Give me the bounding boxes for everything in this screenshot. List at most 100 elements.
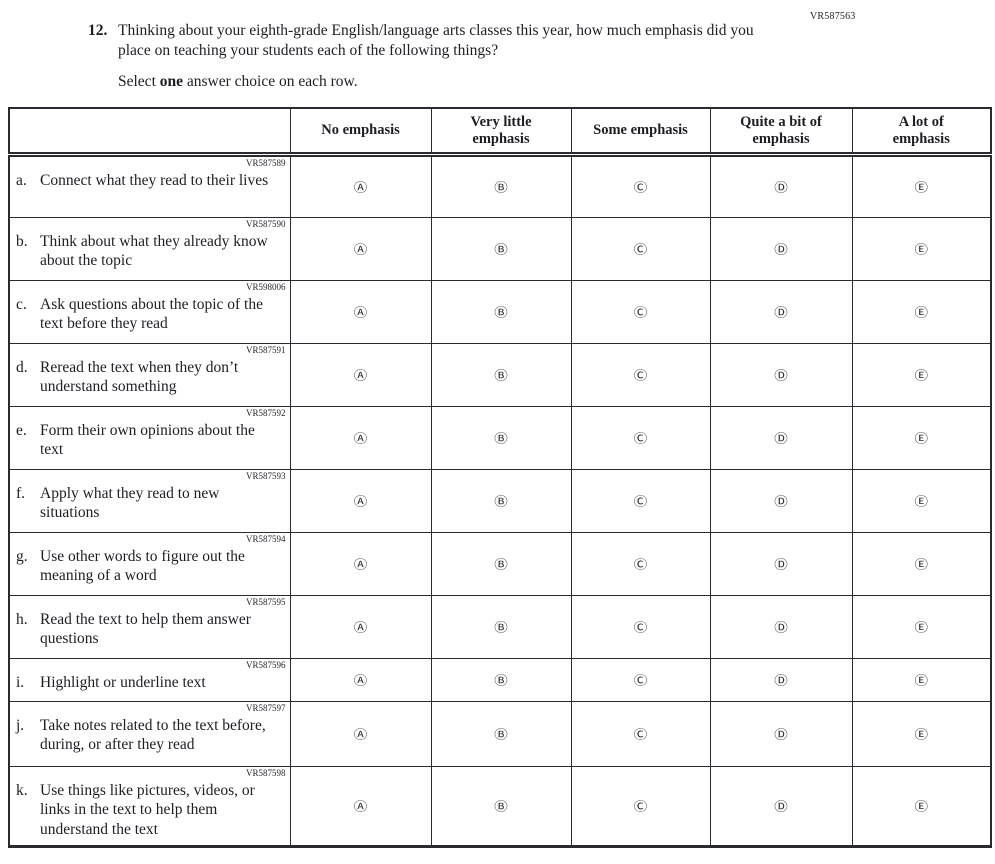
question-text: Thinking about your eighth-grade English… (118, 22, 754, 60)
question-number: 12. (88, 22, 108, 39)
row-label-cell: VR587589 a. Connect what they read to th… (8, 153, 291, 218)
row-label: Use other words to figure out the meanin… (40, 547, 245, 585)
option-cell-some-emphasis: Ⓒ (570, 531, 711, 596)
option-cell-quite-a-bit-of-emphasis: Ⓓ (709, 279, 853, 344)
option-bubble-quite-a-bit-of-emphasis[interactable]: Ⓓ (774, 621, 788, 636)
row-code: VR587597 (245, 702, 286, 713)
option-bubble-quite-a-bit-of-emphasis[interactable]: Ⓓ (774, 800, 788, 815)
option-bubble-some-emphasis[interactable]: Ⓒ (633, 369, 648, 384)
row-code: VR587591 (245, 344, 286, 355)
option-cell-some-emphasis: Ⓒ (570, 216, 711, 281)
row-code: VR587594 (245, 533, 286, 544)
option-bubble-a-lot-of-emphasis[interactable]: Ⓔ (914, 243, 929, 258)
option-bubble-quite-a-bit-of-emphasis[interactable]: Ⓓ (774, 243, 788, 258)
table-row: VR587593 f. Apply what they read to new … (8, 468, 992, 533)
option-bubble-quite-a-bit-of-emphasis[interactable]: Ⓓ (774, 432, 788, 447)
form-code: VR587563 (810, 11, 856, 22)
row-label: Highlight or underline text (40, 673, 206, 691)
option-bubble-some-emphasis[interactable]: Ⓒ (633, 728, 648, 743)
row-letter: k. (16, 781, 28, 799)
option-bubble-very-little-emphasis[interactable]: Ⓑ (494, 369, 508, 384)
option-bubble-quite-a-bit-of-emphasis[interactable]: Ⓓ (774, 674, 788, 689)
option-bubble-quite-a-bit-of-emphasis[interactable]: Ⓓ (774, 558, 788, 573)
option-bubble-quite-a-bit-of-emphasis[interactable]: Ⓓ (774, 181, 788, 196)
row-code: VR587596 (245, 659, 286, 670)
question-body: Thinking about your eighth-grade English… (112, 21, 763, 92)
option-bubble-some-emphasis[interactable]: Ⓒ (633, 495, 648, 510)
question-block: 12. Thinking about your eighth-grade Eng… (0, 0, 995, 92)
row-code: VR587589 (245, 157, 286, 168)
instruction-bold: one (159, 73, 183, 91)
option-bubble-no-emphasis[interactable]: Ⓐ (353, 674, 368, 689)
option-cell-very-little-emphasis: Ⓑ (430, 216, 572, 281)
table-row: VR587596 i. Highlight or underline text … (8, 657, 992, 702)
option-bubble-a-lot-of-emphasis[interactable]: Ⓔ (914, 369, 929, 384)
option-bubble-very-little-emphasis[interactable]: Ⓑ (494, 674, 508, 689)
option-bubble-a-lot-of-emphasis[interactable]: Ⓔ (914, 432, 929, 447)
option-bubble-no-emphasis[interactable]: Ⓐ (353, 728, 368, 743)
option-bubble-no-emphasis[interactable]: Ⓐ (353, 495, 368, 510)
row-label-cell: VR587592 e. Form their own opinions abou… (8, 405, 291, 470)
option-bubble-no-emphasis[interactable]: Ⓐ (353, 181, 368, 196)
option-bubble-very-little-emphasis[interactable]: Ⓑ (494, 558, 508, 573)
option-bubble-a-lot-of-emphasis[interactable]: Ⓔ (914, 306, 929, 321)
option-cell-a-lot-of-emphasis: Ⓔ (851, 594, 992, 659)
option-bubble-some-emphasis[interactable]: Ⓒ (633, 181, 648, 196)
option-bubble-very-little-emphasis[interactable]: Ⓑ (494, 181, 508, 196)
option-bubble-quite-a-bit-of-emphasis[interactable]: Ⓓ (774, 728, 788, 743)
option-bubble-very-little-emphasis[interactable]: Ⓑ (494, 432, 508, 447)
option-cell-quite-a-bit-of-emphasis: Ⓓ (709, 405, 853, 470)
option-bubble-some-emphasis[interactable]: Ⓒ (633, 432, 648, 447)
option-bubble-very-little-emphasis[interactable]: Ⓑ (494, 243, 508, 258)
option-cell-no-emphasis: Ⓐ (289, 657, 432, 702)
option-bubble-very-little-emphasis[interactable]: Ⓑ (494, 621, 508, 636)
option-bubble-a-lot-of-emphasis[interactable]: Ⓔ (914, 558, 929, 573)
option-bubble-quite-a-bit-of-emphasis[interactable]: Ⓓ (774, 495, 788, 510)
option-bubble-quite-a-bit-of-emphasis[interactable]: Ⓓ (774, 306, 788, 321)
option-cell-quite-a-bit-of-emphasis: Ⓓ (709, 531, 853, 596)
row-label: Apply what they read to new situations (40, 484, 220, 522)
option-cell-no-emphasis: Ⓐ (289, 342, 432, 407)
option-bubble-no-emphasis[interactable]: Ⓐ (353, 243, 368, 258)
option-bubble-no-emphasis[interactable]: Ⓐ (353, 369, 368, 384)
option-bubble-very-little-emphasis[interactable]: Ⓑ (494, 306, 508, 321)
option-bubble-a-lot-of-emphasis[interactable]: Ⓔ (914, 728, 929, 743)
row-label-cell: VR587596 i. Highlight or underline text (8, 657, 291, 702)
row-label: Read the text to help them answer questi… (40, 610, 251, 648)
row-label: Ask questions about the topic of the tex… (40, 295, 263, 333)
row-code: VR587598 (245, 767, 286, 778)
option-cell-no-emphasis: Ⓐ (289, 765, 432, 847)
option-cell-no-emphasis: Ⓐ (289, 216, 432, 281)
table-row: VR587591 d. Reread the text when they do… (8, 342, 992, 407)
option-bubble-some-emphasis[interactable]: Ⓒ (633, 621, 648, 636)
column-header-a-lot-of-emphasis: A lot of emphasis (851, 107, 992, 157)
option-bubble-no-emphasis[interactable]: Ⓐ (353, 432, 368, 447)
option-bubble-very-little-emphasis[interactable]: Ⓑ (494, 728, 508, 743)
option-bubble-some-emphasis[interactable]: Ⓒ (633, 306, 648, 321)
option-cell-a-lot-of-emphasis: Ⓔ (851, 531, 992, 596)
option-bubble-no-emphasis[interactable]: Ⓐ (353, 621, 368, 636)
option-bubble-some-emphasis[interactable]: Ⓒ (633, 800, 648, 815)
option-bubble-some-emphasis[interactable]: Ⓒ (633, 243, 648, 258)
option-bubble-no-emphasis[interactable]: Ⓐ (353, 800, 368, 815)
option-bubble-a-lot-of-emphasis[interactable]: Ⓔ (914, 674, 929, 689)
option-bubble-quite-a-bit-of-emphasis[interactable]: Ⓓ (774, 369, 788, 384)
option-bubble-a-lot-of-emphasis[interactable]: Ⓔ (914, 621, 929, 636)
option-bubble-some-emphasis[interactable]: Ⓒ (633, 558, 648, 573)
option-bubble-very-little-emphasis[interactable]: Ⓑ (494, 495, 508, 510)
option-cell-very-little-emphasis: Ⓑ (430, 531, 572, 596)
option-cell-very-little-emphasis: Ⓑ (430, 279, 572, 344)
option-cell-quite-a-bit-of-emphasis: Ⓓ (709, 765, 853, 847)
option-cell-very-little-emphasis: Ⓑ (430, 405, 572, 470)
option-bubble-a-lot-of-emphasis[interactable]: Ⓔ (914, 495, 929, 510)
row-letter: j. (16, 716, 25, 734)
option-cell-quite-a-bit-of-emphasis: Ⓓ (709, 700, 853, 767)
option-bubble-a-lot-of-emphasis[interactable]: Ⓔ (914, 181, 929, 196)
option-bubble-some-emphasis[interactable]: Ⓒ (633, 674, 648, 689)
option-bubble-very-little-emphasis[interactable]: Ⓑ (494, 800, 508, 815)
instruction-suffix: answer choice on each row. (183, 73, 358, 91)
option-bubble-no-emphasis[interactable]: Ⓐ (353, 306, 368, 321)
option-cell-some-emphasis: Ⓒ (570, 657, 711, 702)
option-bubble-a-lot-of-emphasis[interactable]: Ⓔ (914, 800, 929, 815)
option-bubble-no-emphasis[interactable]: Ⓐ (353, 558, 368, 573)
